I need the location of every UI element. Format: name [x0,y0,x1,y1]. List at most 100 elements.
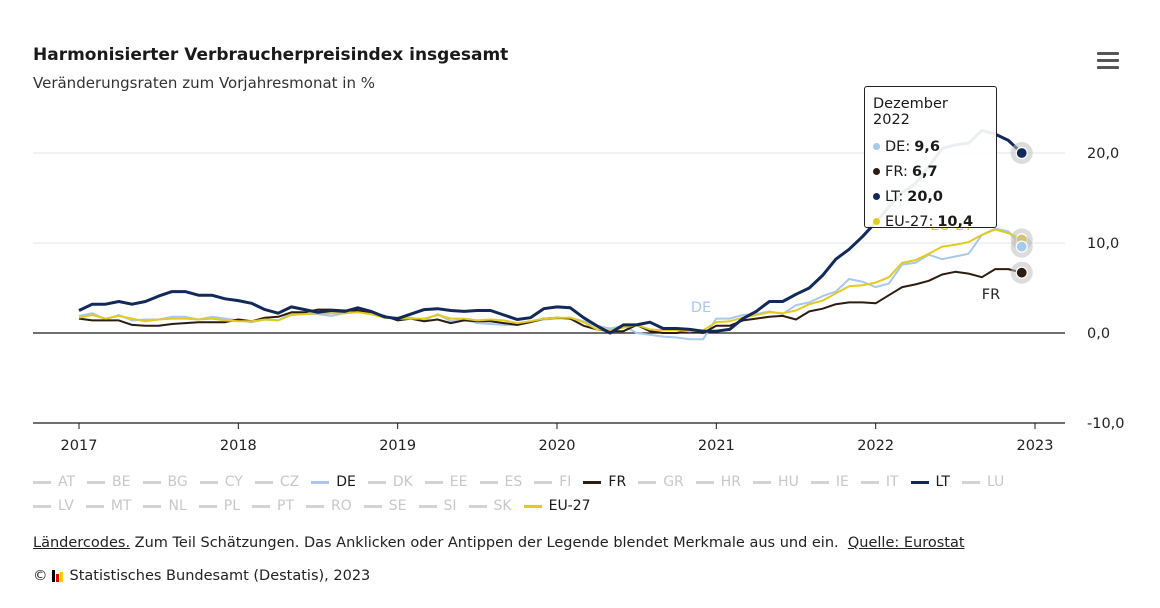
tooltip-label: EU-27: [885,213,934,230]
legend-item-lu[interactable]: LU [961,474,1005,490]
legend-label: HU [778,474,799,490]
tooltip-value: 10,4 [937,213,974,230]
series-line-fr[interactable] [78,268,1022,334]
legend-item-pt[interactable]: PT [252,498,294,514]
legend-label: BE [112,474,131,490]
copyright-symbol: © [33,568,48,584]
tooltip-label: LT: [885,188,904,205]
legend-item-hu[interactable]: HU [753,474,799,490]
legend-swatch-icon [418,504,437,508]
footnote-text: Zum Teil Schätzungen. Das Anklicken oder… [130,535,839,551]
data-point-de[interactable] [1015,240,1028,253]
legend-dot-icon [873,218,880,225]
legend-item-fr[interactable]: FR [583,474,626,490]
legend-item-gr[interactable]: GR [638,474,684,490]
legend-swatch-icon [311,480,330,484]
legend-label: EU-27 [548,498,591,514]
y-tick-label: 0,0 [1087,326,1110,342]
x-tick-label: 2017 [61,438,98,454]
legend-label: LU [986,474,1005,490]
legend-item-cy[interactable]: CY [199,474,243,490]
legend-label: FR [608,474,627,490]
chart-subtitle: Veränderungsraten zum Vorjahresmonat in … [33,74,375,92]
menu-icon[interactable] [1097,52,1119,72]
legend-item-ro[interactable]: RO [306,498,352,514]
legend-item-cz[interactable]: CZ [254,474,299,490]
legend-swatch-icon [198,504,217,508]
legend-label: BG [167,474,188,490]
y-tick-label: 10,0 [1087,236,1119,252]
legend-swatch-icon [33,504,51,508]
legend-label: IE [835,474,849,490]
legend-swatch-icon [33,480,51,484]
legend-swatch-icon [695,480,714,484]
legend-item-mt[interactable]: MT [85,498,132,514]
legend-swatch-icon [85,504,104,508]
legend-label: DE [336,474,356,490]
legend-swatch-icon [910,480,929,484]
legend-swatch-icon [468,504,487,508]
x-tick-label: 2020 [539,438,576,454]
tooltip-label: FR: [885,163,908,180]
legend-item-sk[interactable]: SK [468,498,512,514]
legend-item-hr[interactable]: HR [695,474,742,490]
data-point-lt[interactable] [1015,146,1028,160]
chart-title: Harmonisierter Verbraucherpreisindex ins… [33,45,509,65]
legend-item-ie[interactable]: IE [810,474,849,490]
legend-item-lv[interactable]: LV [33,498,74,514]
legend-label: PL [223,498,241,514]
tooltip: Dezember 2022 DE: 9,6 FR: 6,7 LT: 20,0 EU-27: 1… [864,86,997,230]
legend-item-de[interactable]: DE [311,474,356,490]
legend-swatch-icon [810,480,829,484]
tooltip-heading: Dezember 2022 [873,96,948,128]
legend-label: SE [388,498,407,514]
legend-dot-icon [873,168,880,175]
legend-item-fi[interactable]: FI [534,474,571,490]
legend-item-nl[interactable]: NL [143,498,187,514]
source-link[interactable]: Quelle: Eurostat [847,535,965,551]
legend-label: EE [449,474,468,490]
legend-item-pl[interactable]: PL [198,498,241,514]
data-point-fr[interactable] [1015,266,1028,279]
legend-label: ES [504,474,523,490]
tooltip-label: DE: [885,138,911,155]
legend-swatch-icon [534,480,553,484]
x-tick-label: 2022 [857,438,894,454]
legend-row: LV MT NL PL PT RO SE SI SK EU-27 [33,494,1123,518]
series-line-eu-27[interactable] [78,228,1023,333]
country-codes-link[interactable]: Ländercodes. [33,535,131,551]
legend-swatch-icon [583,480,602,484]
legend-item-at[interactable]: AT [33,474,75,490]
legend-swatch-icon [87,480,106,484]
tooltip-value: 20,0 [907,188,944,205]
copyright-text: Statistisches Bundesamt (Destatis), 2023 [69,568,371,584]
legend-item-ee[interactable]: EE [424,474,468,490]
legend-label: IT [885,474,899,490]
legend-item-be[interactable]: BE [87,474,131,490]
copyright: © Statistisches Bundesamt (Destatis), 20… [33,568,370,584]
series-line-lt[interactable] [78,129,1023,335]
legend-swatch-icon [753,480,772,484]
legend-dot-icon [873,143,880,150]
legend-item-si[interactable]: SI [418,498,457,514]
legend-swatch-icon [143,504,162,508]
legend-item-se[interactable]: SE [363,498,407,514]
legend-swatch-icon [961,480,980,484]
legend-label: LV [58,498,74,514]
legend-swatch-icon [142,480,161,484]
legend-item-bg[interactable]: BG [142,474,188,490]
legend-label: HR [720,474,742,490]
tooltip-row-de: DE: 9,6 [873,134,988,159]
legend-swatch-icon [424,480,443,484]
legend-item-lt[interactable]: LT [910,474,950,490]
legend-swatch-icon [363,504,382,508]
legend-item-dk[interactable]: DK [367,474,413,490]
legend-item-es[interactable]: ES [479,474,523,490]
tooltip-value: 9,6 [914,138,940,155]
legend-swatch-icon [860,480,879,484]
legend-item-eu-27[interactable]: EU-27 [523,498,591,514]
legend-label: LT [935,474,950,490]
legend-item-it[interactable]: IT [860,474,899,490]
legend-label: MT [110,498,132,514]
tooltip-value: 6,7 [911,163,938,180]
